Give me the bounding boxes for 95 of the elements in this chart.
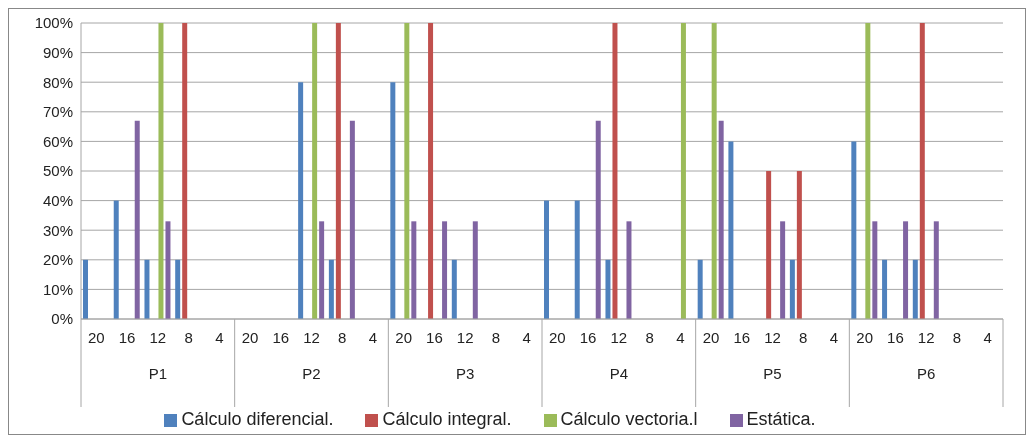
- bar: [718, 120, 724, 319]
- x-tick-label: 4: [676, 329, 685, 346]
- bar: [411, 221, 417, 319]
- bar: [113, 200, 119, 319]
- bar: [328, 259, 334, 319]
- legend-label: Cálculo diferencial.: [181, 409, 334, 429]
- x-tick-label: 4: [368, 329, 378, 346]
- bar: [919, 23, 925, 319]
- bar: [134, 120, 140, 319]
- bar: [428, 23, 434, 319]
- bar: [319, 221, 325, 319]
- bar: [298, 82, 304, 319]
- bar: [789, 259, 795, 319]
- x-tick-label: 8: [338, 329, 347, 346]
- x-tick-label: 16: [272, 329, 290, 346]
- bar: [544, 200, 549, 319]
- x-tick-label: 8: [645, 329, 654, 346]
- text: P4: [609, 365, 629, 382]
- x-tick-label: 16: [733, 329, 751, 346]
- text: P5: [763, 365, 782, 382]
- y-tick-label: 10%: [42, 280, 73, 298]
- bar: [595, 120, 601, 319]
- text: P3: [455, 365, 475, 382]
- x-tick-label: 12: [917, 329, 935, 346]
- x-tick-label: 12: [764, 329, 781, 346]
- bar: [780, 221, 786, 319]
- bar: [472, 221, 478, 319]
- bar: [182, 23, 188, 319]
- bar: [605, 259, 611, 319]
- bar: [903, 221, 909, 319]
- bar: [404, 23, 410, 319]
- text: P2: [302, 365, 321, 382]
- bar: [711, 23, 717, 319]
- x-tick-label: 8: [184, 329, 193, 346]
- x-tick-label: 20: [856, 329, 874, 346]
- x-tick-label: 20: [395, 329, 413, 346]
- x-tick-label: 16: [579, 329, 597, 346]
- y-tick-label: 40%: [42, 191, 73, 209]
- bar: [312, 23, 318, 319]
- y-tick-label: 50%: [42, 162, 73, 180]
- x-tick-label: 12: [610, 329, 628, 346]
- bar: [442, 221, 448, 319]
- bar: [728, 141, 734, 319]
- bar: [851, 141, 857, 319]
- y-tick-label: 70%: [42, 103, 73, 121]
- x-tick-label: 4: [522, 329, 531, 346]
- legend-label: Estática.: [746, 409, 816, 429]
- y-tick-label: 0%: [51, 310, 73, 328]
- bar: [882, 259, 888, 319]
- x-tick-label: 4: [829, 329, 839, 346]
- y-tick-label: 80%: [42, 73, 73, 91]
- x-tick-label: 12: [456, 329, 474, 346]
- text: P6: [916, 365, 936, 382]
- bar: [872, 221, 878, 319]
- legend-label: Cálculo vectoria.l: [560, 409, 698, 429]
- x-tick-label: 20: [702, 329, 720, 346]
- bar: [158, 23, 164, 319]
- bar: [865, 23, 871, 319]
- x-tick-label: 8: [952, 329, 962, 346]
- legend-label: Cálculo integral.: [382, 409, 512, 429]
- bar: [165, 221, 171, 319]
- bar: [349, 120, 355, 319]
- bar: [144, 259, 150, 319]
- x-tick-label: 8: [799, 329, 808, 346]
- x-tick-label: 16: [118, 329, 136, 346]
- x-tick-label: 20: [88, 329, 105, 346]
- x-tick-label: 20: [549, 329, 566, 346]
- bar: [697, 259, 703, 319]
- bar: [175, 259, 181, 319]
- y-tick-label: 30%: [42, 221, 73, 239]
- bar: [390, 82, 396, 319]
- x-tick-label: 4: [983, 329, 992, 346]
- bar: [83, 259, 88, 319]
- bar: [796, 171, 802, 319]
- x-tick-label: 12: [149, 329, 167, 346]
- bar: [680, 23, 686, 319]
- y-tick-label: 100%: [34, 14, 73, 32]
- x-tick-label: 8: [491, 329, 501, 346]
- bar: [766, 171, 772, 319]
- text: P1: [148, 365, 168, 382]
- y-tick-label: 90%: [42, 43, 73, 61]
- bar: [612, 23, 618, 319]
- x-tick-label: 16: [426, 329, 443, 346]
- x-tick-label: 12: [303, 329, 320, 346]
- x-tick-label: 4: [215, 329, 224, 346]
- x-tick-label: 16: [887, 329, 904, 346]
- bar: [335, 23, 341, 319]
- bar: [626, 221, 632, 319]
- bar: [451, 259, 457, 319]
- y-tick-label: 20%: [42, 251, 73, 269]
- bar: [912, 259, 918, 319]
- bar: [574, 200, 580, 319]
- y-tick-label: 60%: [42, 132, 73, 150]
- bar: [933, 221, 939, 319]
- x-tick-label: 20: [241, 329, 259, 346]
